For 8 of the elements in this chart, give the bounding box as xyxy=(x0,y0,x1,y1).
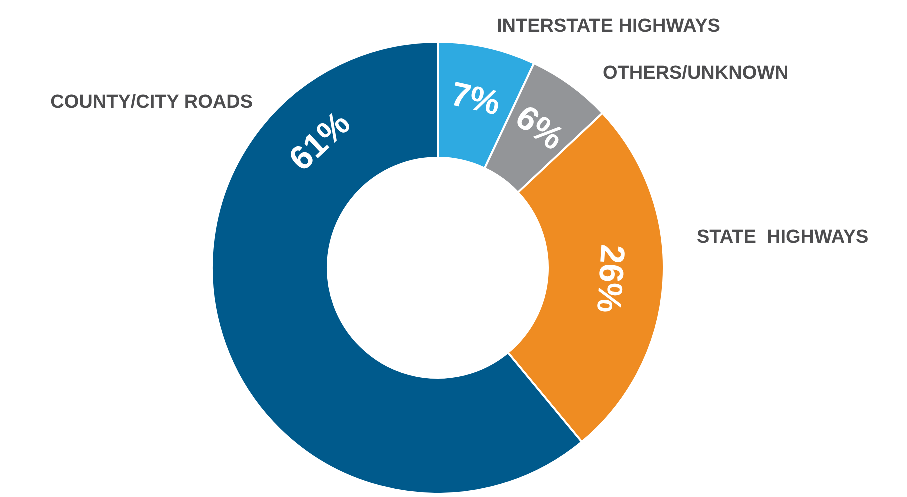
slice-label: INTERSTATE HIGHWAYS xyxy=(497,16,720,37)
data-label: 6% xyxy=(508,98,571,158)
slice-label: COUNTY/CITY ROADS xyxy=(50,92,253,113)
slice-label: OTHERS/UNKNOWN xyxy=(603,63,789,84)
data-label: 26% xyxy=(590,244,632,314)
data-label: 61% xyxy=(282,104,358,179)
slice-label: STATE HIGHWAYS xyxy=(697,227,869,248)
data-label: 7% xyxy=(448,75,504,124)
